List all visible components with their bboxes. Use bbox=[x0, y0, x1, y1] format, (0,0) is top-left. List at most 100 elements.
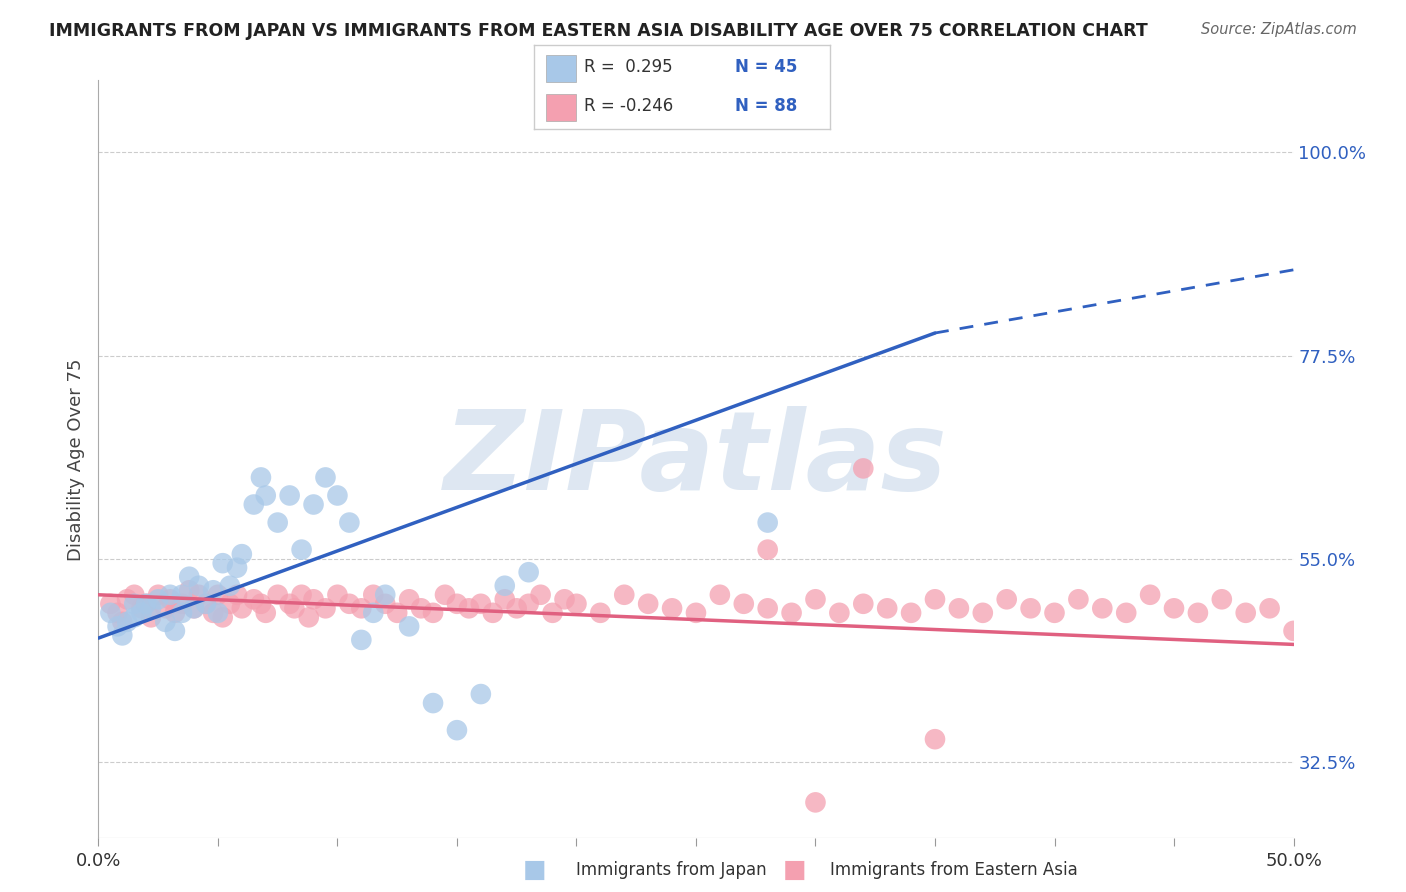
Text: N = 45: N = 45 bbox=[735, 59, 797, 77]
Point bbox=[135, 597, 157, 611]
Point bbox=[804, 796, 827, 810]
Point bbox=[733, 597, 755, 611]
Point bbox=[111, 615, 134, 629]
Point bbox=[202, 583, 225, 598]
Point bbox=[756, 542, 779, 557]
Text: Immigrants from Japan: Immigrants from Japan bbox=[576, 861, 768, 879]
Point bbox=[231, 547, 253, 561]
Point bbox=[948, 601, 970, 615]
Point bbox=[780, 606, 803, 620]
Point bbox=[1043, 606, 1066, 620]
Point bbox=[494, 592, 516, 607]
Point bbox=[195, 597, 218, 611]
Point bbox=[159, 588, 181, 602]
Point bbox=[207, 606, 229, 620]
Text: IMMIGRANTS FROM JAPAN VS IMMIGRANTS FROM EASTERN ASIA DISABILITY AGE OVER 75 COR: IMMIGRANTS FROM JAPAN VS IMMIGRANTS FROM… bbox=[49, 22, 1147, 40]
Point bbox=[219, 597, 242, 611]
Point bbox=[183, 601, 205, 615]
Point bbox=[148, 588, 170, 602]
Point bbox=[291, 588, 314, 602]
Point bbox=[1067, 592, 1090, 607]
Point bbox=[148, 592, 170, 607]
Point bbox=[541, 606, 564, 620]
Point bbox=[172, 606, 194, 620]
Point bbox=[1211, 592, 1233, 607]
Point bbox=[1019, 601, 1042, 615]
Point bbox=[398, 592, 420, 607]
Point bbox=[243, 592, 266, 607]
Point bbox=[111, 628, 134, 642]
Point bbox=[530, 588, 553, 602]
FancyBboxPatch shape bbox=[546, 94, 575, 120]
Point bbox=[326, 488, 349, 502]
Point bbox=[139, 610, 162, 624]
Point bbox=[302, 592, 325, 607]
Point bbox=[972, 606, 994, 620]
Point bbox=[139, 601, 162, 615]
Point bbox=[183, 601, 205, 615]
Point bbox=[481, 606, 505, 620]
Point bbox=[1115, 606, 1137, 620]
Point bbox=[283, 601, 305, 615]
Point bbox=[434, 588, 457, 602]
Point bbox=[135, 597, 157, 611]
Point bbox=[278, 488, 301, 502]
Point bbox=[163, 624, 186, 638]
Point bbox=[363, 588, 385, 602]
Point bbox=[179, 583, 201, 598]
Point bbox=[124, 588, 146, 602]
Point bbox=[804, 592, 827, 607]
Text: ZIPatlas: ZIPatlas bbox=[444, 406, 948, 513]
Point bbox=[876, 601, 898, 615]
Point bbox=[900, 606, 922, 620]
Point bbox=[211, 556, 233, 570]
Point bbox=[298, 610, 321, 624]
Point bbox=[267, 516, 290, 530]
Point bbox=[385, 606, 409, 620]
Point bbox=[172, 588, 194, 602]
Point bbox=[211, 610, 233, 624]
Point bbox=[172, 597, 194, 611]
Point bbox=[339, 516, 361, 530]
Point bbox=[756, 601, 779, 615]
Point bbox=[107, 606, 129, 620]
Point bbox=[226, 588, 249, 602]
Point bbox=[1234, 606, 1257, 620]
Point bbox=[98, 597, 122, 611]
Point bbox=[613, 588, 636, 602]
Point bbox=[350, 601, 373, 615]
Point bbox=[219, 579, 242, 593]
Point bbox=[98, 606, 122, 620]
Point bbox=[661, 601, 683, 615]
Text: ■: ■ bbox=[523, 858, 546, 881]
Point bbox=[339, 597, 361, 611]
Point bbox=[267, 588, 290, 602]
Point bbox=[554, 592, 576, 607]
Point bbox=[1091, 601, 1114, 615]
Point bbox=[828, 606, 851, 620]
Point bbox=[637, 597, 659, 611]
Point bbox=[291, 542, 314, 557]
Point bbox=[446, 597, 468, 611]
Point bbox=[411, 601, 433, 615]
Point bbox=[756, 516, 779, 530]
Point bbox=[446, 723, 468, 738]
Point bbox=[470, 687, 492, 701]
FancyBboxPatch shape bbox=[546, 54, 575, 82]
Point bbox=[163, 606, 186, 620]
Point bbox=[589, 606, 612, 620]
Point bbox=[195, 597, 218, 611]
Point bbox=[517, 597, 540, 611]
Point bbox=[207, 588, 229, 602]
Point bbox=[278, 597, 301, 611]
Point bbox=[250, 597, 273, 611]
Point bbox=[315, 601, 337, 615]
Point bbox=[115, 592, 138, 607]
Text: ■: ■ bbox=[783, 858, 806, 881]
Point bbox=[685, 606, 707, 620]
Point bbox=[250, 470, 273, 484]
Point bbox=[1282, 624, 1305, 638]
Point bbox=[115, 615, 138, 629]
Point bbox=[565, 597, 588, 611]
Point bbox=[1258, 601, 1281, 615]
